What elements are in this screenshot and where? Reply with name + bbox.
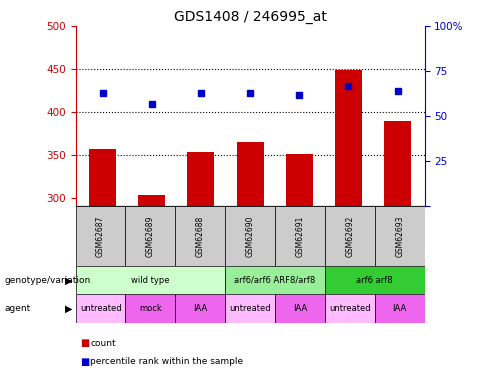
Bar — [175, 206, 225, 266]
Bar — [375, 294, 425, 322]
Text: arf6 arf8: arf6 arf8 — [356, 276, 393, 285]
Bar — [286, 154, 313, 206]
Text: agent: agent — [5, 304, 31, 313]
Text: genotype/variation: genotype/variation — [5, 276, 91, 285]
Bar — [76, 294, 125, 322]
Bar — [125, 206, 175, 266]
Text: GSM62688: GSM62688 — [196, 216, 205, 257]
Bar — [384, 120, 411, 206]
Bar — [325, 206, 375, 266]
Text: GSM62692: GSM62692 — [346, 216, 354, 257]
Text: GSM62689: GSM62689 — [146, 216, 155, 257]
Bar — [325, 266, 425, 294]
Text: arf6/arf6 ARF8/arf8: arf6/arf6 ARF8/arf8 — [234, 276, 316, 285]
Text: untreated: untreated — [80, 304, 122, 313]
Bar — [125, 294, 175, 322]
Text: ▶: ▶ — [65, 275, 72, 285]
Bar — [76, 266, 225, 294]
Bar — [225, 266, 325, 294]
Bar — [187, 152, 214, 206]
Text: IAA: IAA — [392, 304, 407, 313]
Bar — [138, 195, 165, 206]
Bar — [325, 294, 375, 322]
Bar — [76, 206, 125, 266]
Bar — [375, 206, 425, 266]
Text: GSM62690: GSM62690 — [245, 216, 255, 257]
Text: wild type: wild type — [131, 276, 170, 285]
Bar — [225, 206, 275, 266]
Text: ■: ■ — [81, 338, 90, 348]
Text: GSM62691: GSM62691 — [295, 216, 305, 257]
Bar — [175, 294, 225, 322]
Text: ▶: ▶ — [65, 303, 72, 313]
Text: GSM62687: GSM62687 — [96, 216, 105, 257]
Bar — [275, 294, 325, 322]
Bar — [275, 206, 325, 266]
Text: IAA: IAA — [293, 304, 307, 313]
Text: ■: ■ — [81, 357, 90, 367]
Bar — [225, 294, 275, 322]
Text: count: count — [90, 339, 116, 348]
Text: GSM62693: GSM62693 — [395, 216, 404, 257]
Bar — [89, 149, 116, 206]
Title: GDS1408 / 246995_at: GDS1408 / 246995_at — [174, 10, 326, 24]
Text: IAA: IAA — [193, 304, 207, 313]
Text: percentile rank within the sample: percentile rank within the sample — [90, 357, 244, 366]
Text: mock: mock — [139, 304, 162, 313]
Text: untreated: untreated — [229, 304, 271, 313]
Bar — [335, 70, 362, 206]
Text: untreated: untreated — [329, 304, 370, 313]
Bar — [237, 142, 264, 206]
